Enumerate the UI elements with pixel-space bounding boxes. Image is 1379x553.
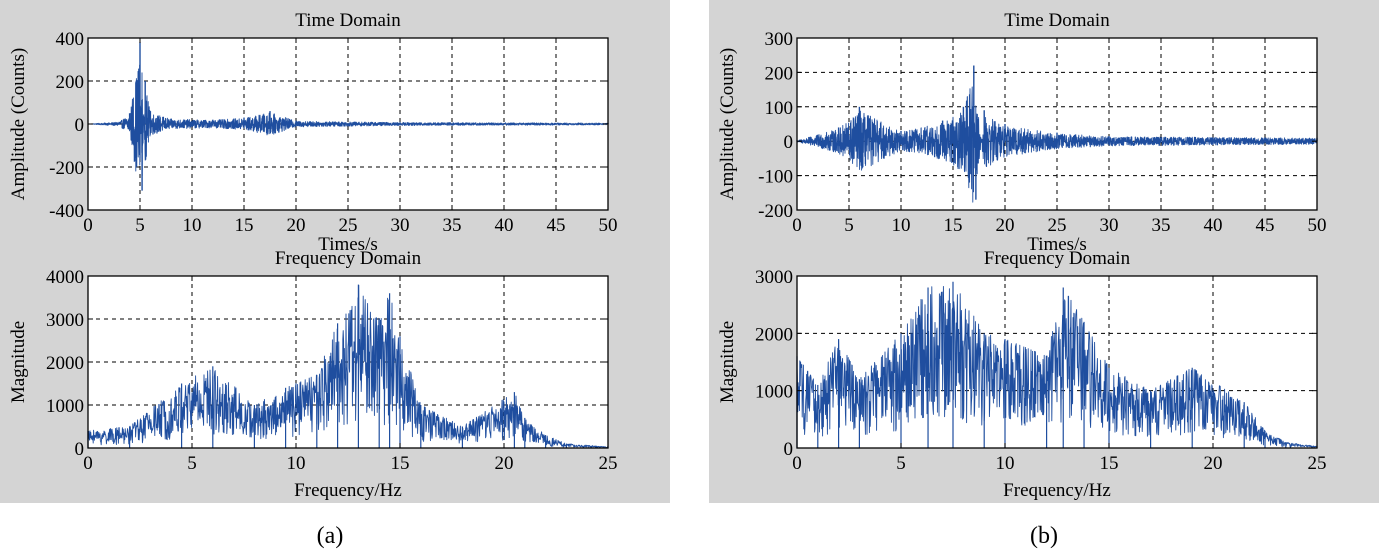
x-tick-label: 5 (135, 215, 145, 236)
x-tick-label: 15 (235, 215, 254, 236)
x-tick-label: 0 (83, 215, 93, 236)
y-tick-label: 2000 (755, 324, 793, 345)
x-tick-label: 50 (599, 215, 618, 236)
x-tick-label: 0 (83, 453, 93, 474)
y-tick-label: 200 (765, 63, 794, 84)
x-tick-label: 10 (287, 453, 306, 474)
plot-title: Time Domain (1004, 10, 1110, 31)
panel-b-frequency-domain-plot: 0 5 10 15 20 25 0 1000 2000 3000 Frequency Domain F… (717, 248, 1327, 501)
y-axis-label: Magnitude (8, 321, 29, 403)
y-tick-label: 0 (75, 115, 85, 136)
x-axis-label: Frequency/Hz (294, 480, 402, 501)
axes-frame (796, 275, 1318, 449)
y-axis-label: Amplitude (Counts) (717, 48, 738, 201)
signal-trace (796, 285, 1318, 448)
x-tick-label: 50 (1308, 215, 1327, 236)
y-axis-label: Magnitude (717, 321, 738, 403)
x-tick-label: 25 (1048, 215, 1067, 236)
x-tick-label: 25 (339, 215, 358, 236)
plot-area (797, 38, 1317, 210)
x-tick-label: 45 (547, 215, 566, 236)
x-tick-label: 20 (495, 453, 514, 474)
x-tick-label: 30 (391, 215, 410, 236)
x-tick-label: 15 (944, 215, 963, 236)
panel-a-time-domain-plot: 0 5 10 15 20 25 30 35 40 45 50 -400 -200 0 200 400 Time … (8, 10, 618, 255)
x-tick-label: 5 (187, 453, 197, 474)
x-axis-label: Times/s (318, 234, 378, 255)
y-tick-label: 0 (784, 439, 794, 460)
x-tick-label: 0 (792, 453, 802, 474)
x-tick-label: 5 (896, 453, 906, 474)
x-tick-label: 35 (1152, 215, 1171, 236)
y-tick-label: -100 (758, 167, 793, 188)
y-tick-label: -400 (49, 201, 84, 222)
x-tick-label: 10 (996, 453, 1015, 474)
x-axis-label: Times/s (1027, 234, 1087, 255)
x-tick-label: 40 (1204, 215, 1223, 236)
x-tick-label: 45 (1256, 215, 1275, 236)
x-tick-label: 0 (792, 215, 802, 236)
x-tick-label: 10 (183, 215, 202, 236)
y-tick-label: -200 (758, 201, 793, 222)
plot-title: Frequency Domain (984, 248, 1131, 269)
plot-title: Frequency Domain (275, 248, 422, 269)
x-tick-label: 5 (844, 215, 854, 236)
x-tick-label: 25 (599, 453, 618, 474)
y-axis-label: Amplitude (Counts) (8, 48, 29, 201)
y-tick-label: 2000 (46, 353, 84, 374)
y-tick-label: 100 (765, 98, 794, 119)
y-tick-label: 0 (75, 439, 85, 460)
caption-a: (a) (317, 523, 344, 549)
x-axis-label: Frequency/Hz (1003, 480, 1111, 501)
y-tick-label: 0 (784, 132, 794, 153)
x-tick-label: 35 (443, 215, 462, 236)
y-tick-label: 4000 (46, 267, 84, 288)
caption-b: (b) (1030, 523, 1058, 549)
x-tick-label: 10 (892, 215, 911, 236)
signal-trace (87, 284, 609, 449)
panel-a-frequency-domain-plot: 0 5 10 15 20 25 0 1000 2000 3000 4000 Frequency Dom… (8, 248, 618, 501)
y-tick-label: 1000 (755, 382, 793, 403)
y-tick-label: 200 (56, 72, 85, 93)
y-tick-label: 3000 (755, 267, 793, 288)
x-tick-label: 25 (1308, 453, 1327, 474)
y-tick-label: 1000 (46, 396, 84, 417)
y-tick-label: -200 (49, 158, 84, 179)
signal-trace (87, 56, 609, 176)
x-tick-label: 15 (391, 453, 410, 474)
x-tick-label: 30 (1100, 215, 1119, 236)
plot-title: Time Domain (295, 10, 401, 31)
x-tick-label: 20 (996, 215, 1015, 236)
x-tick-label: 20 (287, 215, 306, 236)
y-tick-label: 400 (56, 29, 85, 50)
panel-b-time-domain-plot: 0 5 10 15 20 25 30 35 40 45 50 -200 -100 0 100 200 300 Ti… (717, 10, 1327, 255)
y-tick-label: 3000 (46, 310, 84, 331)
x-tick-label: 20 (1204, 453, 1223, 474)
x-tick-label: 15 (1100, 453, 1119, 474)
y-tick-label: 300 (765, 29, 794, 50)
x-tick-label: 40 (495, 215, 514, 236)
